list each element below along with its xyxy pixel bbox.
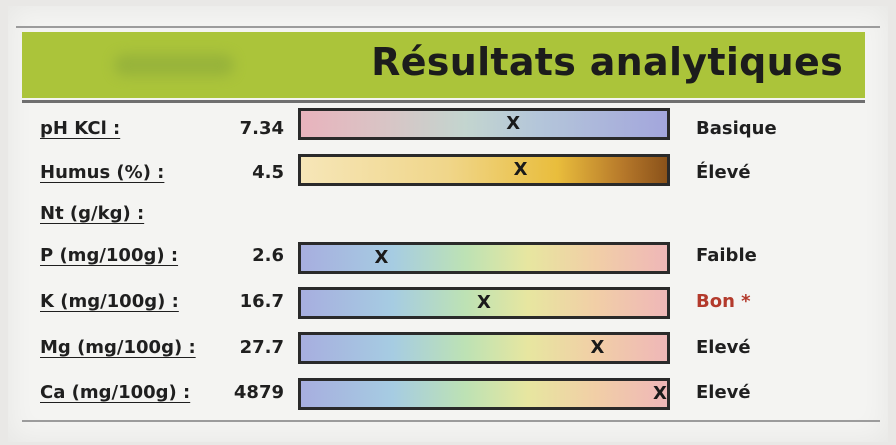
value-mg: 27.7 <box>239 337 284 358</box>
gauge-humus: X <box>298 154 670 186</box>
value-p: 2.6 <box>252 245 284 266</box>
value-ca: 4879 <box>233 382 284 403</box>
gauge-mg: X <box>298 332 670 364</box>
gauge-k: X <box>298 287 670 319</box>
gauge-ca: X <box>298 378 670 410</box>
value-k: 16.7 <box>239 291 284 312</box>
value-humus: 4.5 <box>252 162 284 183</box>
label-ca: Ca (mg/100g) : <box>40 382 191 403</box>
gauge-marker: X <box>374 247 389 268</box>
top-divider <box>16 26 880 28</box>
bottom-divider <box>22 420 880 422</box>
header-rule <box>22 100 865 103</box>
gauge-p: X <box>298 242 670 274</box>
status-humus: Élevé <box>696 162 751 183</box>
label-p: P (mg/100g) : <box>40 245 179 266</box>
status-k: Bon * <box>696 291 751 312</box>
status-ph: Basique <box>696 118 777 139</box>
gauge-marker: X <box>590 337 605 358</box>
status-ca: Elevé <box>696 382 751 403</box>
gauge-marker: X <box>513 159 528 180</box>
gauge-marker: X <box>653 383 667 404</box>
status-mg: Elevé <box>696 337 751 358</box>
value-ph: 7.34 <box>239 118 284 139</box>
header-banner: Résultats analytiques <box>22 32 865 98</box>
gauge-marker: X <box>477 292 491 313</box>
gauge-ph: X <box>298 108 670 140</box>
page-title: Résultats analytiques <box>371 40 843 84</box>
label-nt: Nt (g/kg) : <box>40 203 145 224</box>
banner-logo-blur <box>114 54 234 76</box>
label-ph: pH KCl : <box>40 118 121 139</box>
gauge-marker: X <box>506 113 521 134</box>
label-humus: Humus (%) : <box>40 162 165 183</box>
status-p: Faible <box>696 245 757 266</box>
label-k: K (mg/100g) : <box>40 291 179 312</box>
label-mg: Mg (mg/100g) : <box>40 337 196 358</box>
